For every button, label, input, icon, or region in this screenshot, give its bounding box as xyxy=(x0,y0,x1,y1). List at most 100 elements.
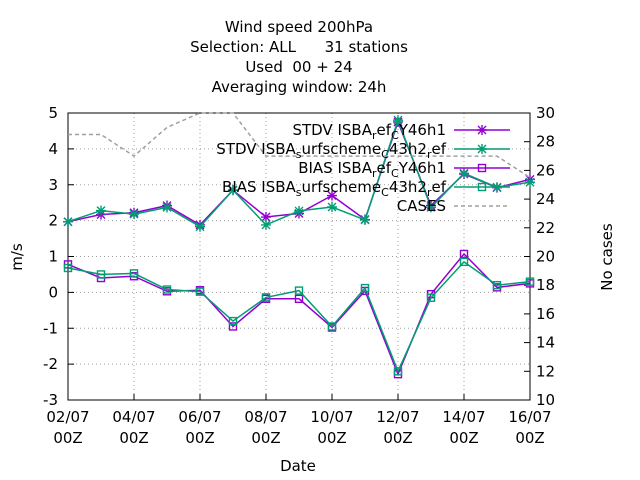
data-point xyxy=(63,263,73,273)
legend-label-part: r xyxy=(427,148,432,161)
x-tick-label: 10/07 xyxy=(310,408,353,426)
data-point xyxy=(129,269,139,278)
legend-label-part: Y46h1 xyxy=(398,159,446,177)
y2-tick-label: 10 xyxy=(536,391,555,409)
chart-title-line-4: Averaging window: 24h xyxy=(212,78,387,96)
legend-label-part: C xyxy=(391,129,399,142)
legend-label-part: r xyxy=(372,167,377,180)
legend-label-part: Y46h1 xyxy=(398,121,446,139)
x-tick-label: 04/07 xyxy=(112,408,155,426)
chart-title-line-3: Used 00 + 24 xyxy=(245,58,352,76)
legend-label-part: STDV ISBA xyxy=(216,140,296,158)
legend-label: BIAS ISBArefCY46h1 xyxy=(298,159,446,180)
x-tick-label-time: 00Z xyxy=(317,429,346,447)
y-tick-label: 2 xyxy=(48,212,58,230)
legend-label-part: r xyxy=(427,186,432,199)
data-point xyxy=(294,294,304,304)
x-tick-label-time: 00Z xyxy=(185,429,214,447)
y-tick-label: -3 xyxy=(43,391,58,409)
y2-tick-label: 22 xyxy=(536,219,555,237)
data-point xyxy=(96,270,106,279)
data-point xyxy=(492,281,502,290)
data-point xyxy=(360,283,370,293)
y2-tick-label: 16 xyxy=(536,305,555,323)
x-tick-label-time: 00Z xyxy=(119,429,148,447)
x-tick-label-time: 00Z xyxy=(383,429,412,447)
chart-title-line-1: Wind speed 200hPa xyxy=(225,18,373,36)
data-point xyxy=(96,205,106,216)
legend-label-part: CASES xyxy=(397,197,446,215)
data-point xyxy=(327,190,337,201)
x-tick-label-time: 00Z xyxy=(449,429,478,447)
data-point xyxy=(525,277,535,286)
y-tick-label: 5 xyxy=(48,104,58,122)
y-tick-label: 3 xyxy=(48,176,58,194)
data-point xyxy=(162,202,172,213)
series-2 xyxy=(63,115,535,232)
x-axis-label: Date xyxy=(280,457,316,475)
legend-label-part: ef xyxy=(431,178,446,196)
data-point xyxy=(228,316,238,326)
y2-tick-label: 24 xyxy=(536,190,555,208)
legend-marker xyxy=(477,163,487,173)
data-point xyxy=(327,201,337,212)
legend-marker xyxy=(477,144,487,154)
data-point xyxy=(228,185,238,196)
data-point xyxy=(129,209,139,220)
ticks: -3-2-1012345101214161820222426283002/070… xyxy=(43,104,555,447)
y-tick-label: 0 xyxy=(48,283,58,301)
data-point xyxy=(393,115,403,126)
x-tick-label: 12/07 xyxy=(376,408,419,426)
data-point xyxy=(393,367,403,376)
series-line xyxy=(67,260,531,374)
legend-label: STDV ISBArefCY46h1 xyxy=(292,121,446,142)
y-tick-label: -1 xyxy=(43,319,58,337)
data-point xyxy=(294,286,304,295)
series-4 xyxy=(63,257,535,376)
legend-label-part: urfscheme xyxy=(302,140,382,158)
y-axis-label: m/s xyxy=(8,243,26,271)
y2-tick-label: 18 xyxy=(536,276,555,294)
data-point xyxy=(228,322,238,331)
data-point xyxy=(63,216,73,227)
x-tick-label: 14/07 xyxy=(442,408,485,426)
data-point xyxy=(294,205,304,216)
data-point xyxy=(327,322,337,331)
legend-label: CASES xyxy=(397,197,446,215)
y-tick-label: 4 xyxy=(48,140,58,158)
y2-axis-label: No cases xyxy=(598,223,616,291)
y2-tick-label: 30 xyxy=(536,104,555,122)
data-point xyxy=(261,219,271,230)
legend-label-part: urfscheme xyxy=(302,178,382,196)
x-tick-label: 16/07 xyxy=(508,408,551,426)
legend-label-part: s xyxy=(296,186,302,199)
legend-label-part: C xyxy=(391,167,399,180)
data-point xyxy=(162,285,172,294)
legend-label-part: 43h2 xyxy=(389,140,427,158)
legend-label-part: s xyxy=(296,148,302,161)
data-point xyxy=(525,177,535,188)
legend-label-part: ef xyxy=(376,121,391,139)
y-tick-label: 1 xyxy=(48,248,58,266)
data-point xyxy=(261,293,271,302)
series-lines xyxy=(63,112,535,379)
legend-label-part: C xyxy=(381,186,389,199)
series-line xyxy=(67,252,531,377)
y2-tick-label: 26 xyxy=(536,161,555,179)
data-point xyxy=(195,287,205,296)
data-point xyxy=(459,257,469,267)
x-tick-label: 06/07 xyxy=(178,408,221,426)
y2-tick-label: 12 xyxy=(536,362,555,380)
legend-label: BIAS ISBAsurfschemeC43h2ref xyxy=(222,178,447,199)
legend-label-part: STDV ISBA xyxy=(292,121,372,139)
x-tick-label: 08/07 xyxy=(244,408,287,426)
data-point xyxy=(261,212,271,223)
data-point xyxy=(426,202,436,213)
series-line xyxy=(68,112,531,179)
data-point xyxy=(459,249,469,259)
legend-label-part: ef xyxy=(431,140,446,158)
legend-label-part: 43h2 xyxy=(389,178,427,196)
x-tick-label-time: 00Z xyxy=(251,429,280,447)
series-5 xyxy=(68,112,531,179)
